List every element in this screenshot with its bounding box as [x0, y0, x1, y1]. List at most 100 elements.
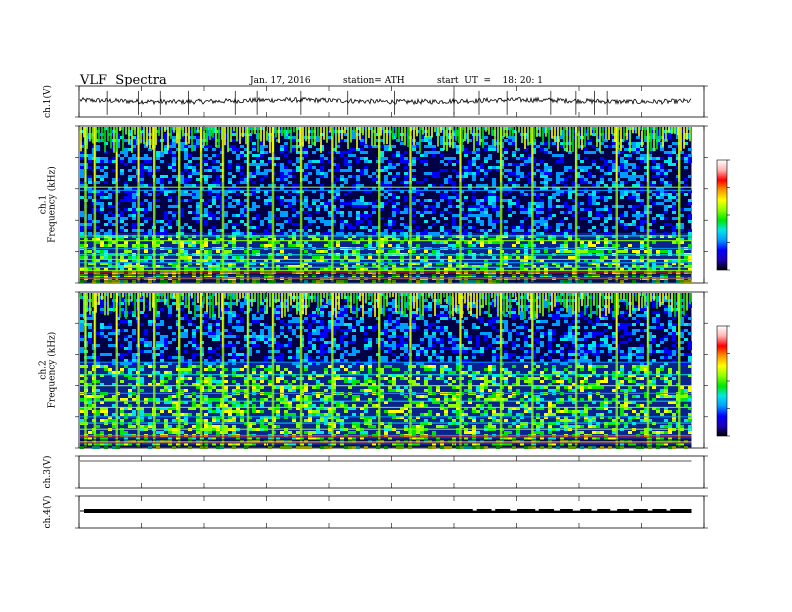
spectrogram-pixel: [196, 142, 200, 145]
spectrogram-pixel: [320, 220, 324, 223]
spectrogram-pixel: [688, 208, 692, 211]
spectrogram-pixel: [252, 205, 256, 208]
spectrogram-pixel: [128, 320, 132, 323]
spectrogram-pixel: [596, 262, 600, 265]
spectrogram-pixel: [576, 314, 580, 317]
spectrogram-pixel: [180, 250, 184, 253]
spectrogram-pixel: [400, 268, 404, 271]
spectrogram-pixel: [544, 302, 548, 305]
spectrogram-top-streak: [635, 127, 637, 134]
spectrogram-pixel: [424, 211, 428, 214]
spectrogram-pixel: [592, 259, 596, 262]
spectrogram-pixel: [312, 199, 316, 202]
spectrogram-pixel: [332, 220, 336, 223]
spectrogram-pixel: [364, 187, 368, 190]
spectrogram-pixel: [536, 211, 540, 214]
spectrogram-pixel: [144, 190, 148, 193]
spectrogram-pixel: [552, 214, 556, 217]
spectrogram-pixel: [340, 214, 344, 217]
spectrogram-pixel: [288, 314, 292, 317]
spectrogram-pixel: [284, 214, 288, 217]
spectrogram-pixel: [396, 196, 400, 199]
spectrogram-pixel: [124, 154, 128, 157]
spectrogram-pixel: [620, 184, 624, 187]
spectrogram-pixel: [568, 229, 572, 232]
spectrogram-pixel: [180, 136, 184, 139]
spectrogram-pixel: [448, 232, 452, 235]
spectrogram-pixel: [624, 181, 628, 184]
spectrogram-pixel: [356, 220, 360, 223]
spectrogram-pixel: [480, 265, 484, 268]
spectrogram-pixel: [168, 181, 172, 184]
spectrogram-pixel: [232, 256, 236, 259]
spectrogram-pixel: [416, 314, 420, 317]
spectrogram-pixel: [360, 320, 364, 323]
sferic-core: [153, 127, 155, 182]
spectrogram-pixel: [348, 226, 352, 229]
spectrogram-pixel: [512, 232, 516, 235]
spectrogram-pixel: [544, 187, 548, 190]
spectrogram-pixel: [640, 226, 644, 229]
spectrogram-pixel: [204, 178, 208, 181]
spectrogram-pixel: [100, 229, 104, 232]
spectrogram-pixel: [252, 262, 256, 265]
spectrogram-pixel: [600, 317, 604, 320]
spectrogram-pixel: [528, 181, 532, 184]
spectrogram-pixel: [388, 181, 392, 184]
spectrogram-pixel: [448, 317, 452, 320]
spectrogram-pixel: [316, 211, 320, 214]
spectrogram-pixel: [624, 211, 628, 214]
spectrogram-pixel: [392, 235, 396, 238]
spectrogram-pixel: [672, 142, 676, 145]
spectrogram-pixel: [540, 217, 544, 220]
spectrogram-pixel: [664, 329, 668, 332]
spectrogram-pixel: [248, 175, 252, 178]
spectrogram-pixel: [336, 190, 340, 193]
spectrogram-pixel: [80, 235, 84, 238]
spectrogram-pixel: [632, 205, 636, 208]
spectrogram-pixel: [508, 178, 512, 181]
spectrogram-pixel: [396, 175, 400, 178]
spectrogram-pixel: [456, 241, 460, 244]
spectrogram-pixel: [320, 196, 324, 199]
spectrogram-pixel: [596, 238, 600, 241]
spectrogram-pixel: [480, 178, 484, 181]
spectrogram-pixel: [580, 208, 584, 211]
spectrogram-pixel: [456, 308, 460, 311]
spectrogram-pixel: [504, 326, 508, 329]
spectrogram-pixel: [336, 320, 340, 323]
spectrogram-pixel: [436, 250, 440, 253]
spectrogram-pixel: [304, 250, 308, 253]
spectrogram-pixel: [288, 181, 292, 184]
spectrogram-pixel: [624, 190, 628, 193]
spectrogram-pixel: [336, 208, 340, 211]
spectrogram-pixel: [404, 211, 408, 214]
spectrogram-pixel: [248, 208, 252, 211]
spectrogram-pixel: [540, 175, 544, 178]
spectrogram-pixel: [260, 262, 264, 265]
spectrogram-pixel: [564, 314, 568, 317]
spectrogram-pixel: [492, 196, 496, 199]
spectrogram-pixel: [364, 160, 368, 163]
spectrogram-pixel: [480, 268, 484, 271]
spectrogram-pixel: [524, 217, 528, 220]
spectrogram-pixel: [352, 154, 356, 157]
spectrogram-pixel: [448, 178, 452, 181]
spectrogram-pixel: [400, 241, 404, 244]
spectrogram-pixel: [596, 241, 600, 244]
spectrogram-pixel: [276, 241, 280, 244]
sferic-core: [137, 127, 139, 182]
spectrogram-pixel: [592, 160, 596, 163]
spectrogram-pixel: [216, 268, 220, 271]
spectrogram-top-streak: [170, 127, 172, 139]
spectrogram-pixel: [388, 259, 392, 262]
spectrogram-top-streak: [407, 127, 409, 147]
sferic-core: [575, 127, 577, 182]
sferic-streak: [378, 127, 381, 282]
spectrogram-pixel: [180, 308, 184, 311]
spectrogram-pixel: [488, 220, 492, 223]
spectrogram-pixel: [456, 244, 460, 247]
spectrogram-pixel: [224, 214, 228, 217]
spectrogram-pixel: [680, 151, 684, 154]
spectrogram-pixel: [596, 320, 600, 323]
